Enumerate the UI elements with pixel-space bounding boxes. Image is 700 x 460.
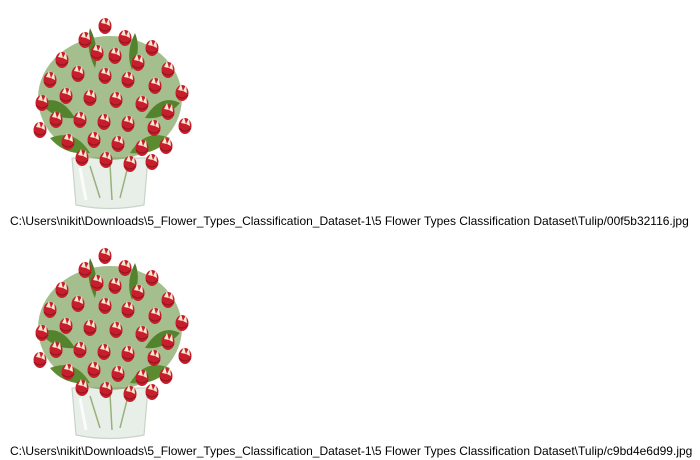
file-path-caption: C:\Users\nikit\Downloads\5_Flower_Types_… xyxy=(10,444,693,458)
tulip-bouquet-icon xyxy=(20,8,200,213)
file-path-caption: C:\Users\nikit\Downloads\5_Flower_Types_… xyxy=(10,214,689,228)
tulip-bouquet-icon xyxy=(20,238,200,443)
